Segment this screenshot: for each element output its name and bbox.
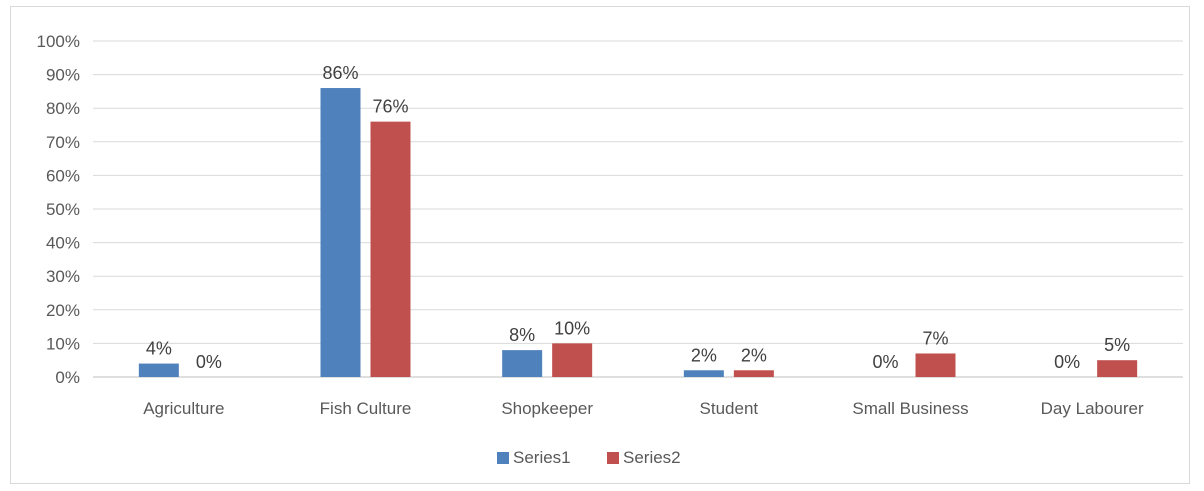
data-label: 4% bbox=[146, 339, 172, 359]
bar-series1-shopkeeper bbox=[502, 350, 543, 377]
data-label: 86% bbox=[322, 63, 358, 83]
bar-series2-fish-culture bbox=[370, 121, 411, 377]
x-tick-label: Day Labourer bbox=[1041, 399, 1144, 418]
bar-series1-agriculture bbox=[138, 363, 179, 377]
x-tick-label: Agriculture bbox=[143, 399, 224, 418]
y-tick-label: 60% bbox=[46, 166, 80, 185]
legend-label-series2: Series2 bbox=[623, 448, 681, 467]
data-label: 0% bbox=[196, 352, 222, 372]
bar-series1-fish-culture bbox=[320, 88, 361, 377]
bar-series2-shopkeeper bbox=[552, 343, 593, 377]
y-tick-label: 30% bbox=[46, 267, 80, 286]
y-tick-label: 40% bbox=[46, 234, 80, 253]
y-tick-label: 80% bbox=[46, 99, 80, 118]
legend-swatch-series1 bbox=[497, 452, 509, 464]
data-label: 2% bbox=[691, 345, 717, 365]
y-tick-label: 20% bbox=[46, 301, 80, 320]
x-tick-label: Shopkeeper bbox=[501, 399, 593, 418]
legend-label-series1: Series1 bbox=[513, 448, 571, 467]
y-tick-label: 70% bbox=[46, 133, 80, 152]
data-label: 10% bbox=[554, 318, 590, 338]
chart-area bbox=[10, 6, 1190, 484]
y-tick-label: 10% bbox=[46, 334, 80, 353]
data-label: 0% bbox=[872, 352, 898, 372]
y-tick-label: 0% bbox=[55, 368, 80, 387]
data-label: 8% bbox=[509, 325, 535, 345]
data-label: 76% bbox=[372, 97, 408, 117]
x-tick-label: Student bbox=[700, 399, 759, 418]
data-label: 0% bbox=[1054, 352, 1080, 372]
data-label: 5% bbox=[1104, 335, 1130, 355]
x-tick-label: Small Business bbox=[852, 399, 968, 418]
bar-series2-student bbox=[733, 370, 774, 377]
bar-series1-student bbox=[683, 370, 724, 377]
data-label: 7% bbox=[922, 328, 948, 348]
legend-swatch-series2 bbox=[607, 452, 619, 464]
y-tick-label: 50% bbox=[46, 200, 80, 219]
y-tick-label: 90% bbox=[46, 66, 80, 85]
x-tick-label: Fish Culture bbox=[320, 399, 412, 418]
bar-series2-day-labourer bbox=[1097, 360, 1138, 377]
data-label: 2% bbox=[741, 345, 767, 365]
bar-series2-small-business bbox=[915, 353, 956, 377]
y-tick-label: 100% bbox=[37, 32, 80, 51]
